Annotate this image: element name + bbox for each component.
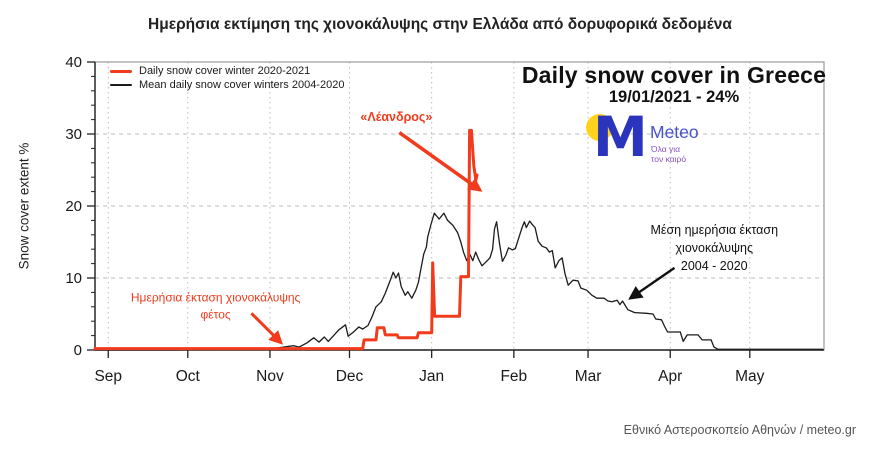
annotation-arrow-leandros — [398, 131, 483, 192]
red-line-swatch — [110, 69, 132, 73]
x-tick-label: Apr — [658, 368, 682, 385]
meteo-logo: M Meteo Όλα για τον καιρό — [584, 108, 764, 170]
annotation-mean-line3: 2004 - 2020 — [680, 258, 748, 273]
legend-label: Daily snow cover winter 2020-2021 — [139, 65, 311, 77]
y-tick-label: 0 — [74, 342, 82, 359]
y-axis-label: Snow cover extent % — [16, 142, 32, 270]
x-tick-label: Sep — [94, 368, 122, 385]
legend-row-2004-2020: Mean daily snow cover winters 2004-2020 — [110, 78, 344, 92]
x-tick-label: Oct — [176, 368, 201, 385]
series-line-0 — [94, 212, 824, 351]
logo-tagline: Όλα για τον καιρό — [651, 144, 686, 164]
x-tick-label: Mar — [575, 368, 602, 385]
x-tick-label: Feb — [500, 368, 527, 385]
annotation-arrow-daily-extent — [250, 312, 284, 345]
annotation-leandros: «Λέανδρος» — [360, 108, 432, 126]
logo-brand-text: Meteo — [650, 122, 699, 142]
series-line-1 — [93, 128, 479, 351]
legend-row-2020-2021: Daily snow cover winter 2020-2021 — [110, 64, 344, 78]
x-tick-label: Dec — [336, 368, 364, 385]
annotation-arrow-mean-extent — [628, 266, 676, 300]
logo-tagline-line1: Όλα για — [651, 144, 681, 154]
page-title: Ημερήσια εκτίμηση της χιονοκάλυψης στην … — [148, 16, 732, 33]
chart-legend: Daily snow cover winter 2020-2021 Mean d… — [110, 64, 344, 92]
annotation-daily-line2: φέτος — [200, 307, 231, 322]
x-tick-label: Jan — [419, 368, 444, 385]
legend-label: Mean daily snow cover winters 2004-2020 — [139, 79, 345, 91]
y-tick-label: 40 — [65, 54, 82, 71]
black-line-swatch — [110, 84, 132, 86]
y-tick-label: 20 — [65, 198, 82, 215]
annotation-daily-extent: Ημερήσια έκταση χιονοκάλυψης φέτος — [131, 289, 300, 324]
meteo-m-icon: M — [593, 105, 648, 169]
annotation-leandros-text: «Λέανδρος» — [360, 109, 433, 124]
annotation-mean-line2: χιονοκάλυψης — [675, 240, 754, 255]
annotation-daily-line1: Ημερήσια έκταση χιονοκάλυψης — [130, 290, 301, 305]
annotation-mean-line1: Μέση ημερήσια έκταση — [650, 222, 779, 237]
annotation-mean-extent: Μέση ημερήσια έκταση χιονοκάλυψης 2004 -… — [650, 221, 778, 275]
y-tick-label: 10 — [65, 270, 82, 287]
y-tick-label: 30 — [65, 126, 82, 143]
attribution-footer: Εθνικό Αστεροσκοπείο Αθηνών / meteo.gr — [623, 423, 856, 437]
chart-subtitle-date-value: 19/01/2021 - 24% — [608, 88, 740, 106]
chart-title: Daily snow cover in Greece — [521, 62, 827, 88]
x-tick-label: Nov — [256, 368, 284, 385]
x-tick-label: May — [735, 368, 765, 385]
logo-sun-icon — [586, 114, 613, 141]
logo-tagline-line2: τον καιρό — [651, 154, 687, 165]
